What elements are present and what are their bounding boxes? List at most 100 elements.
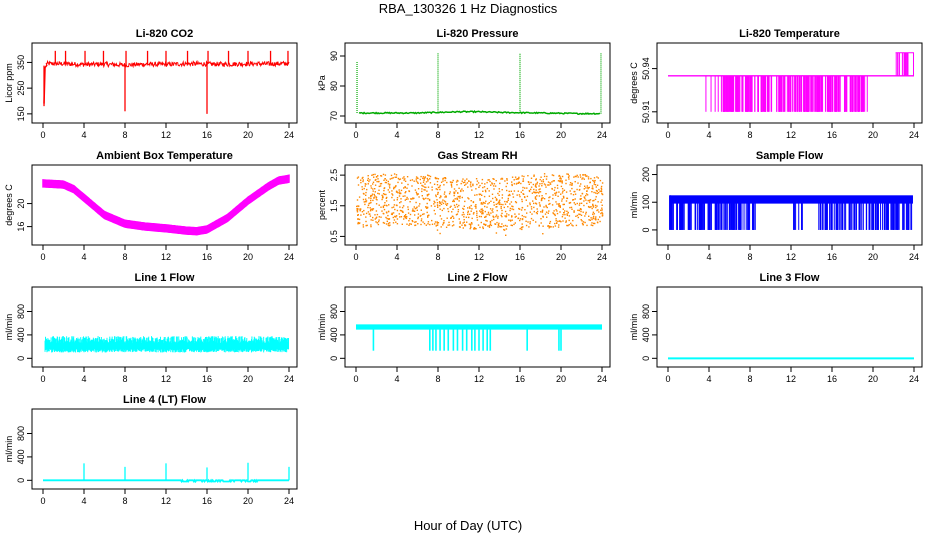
rh-point <box>594 179 596 182</box>
y-tick-label: 50.91 <box>641 101 651 124</box>
rh-point <box>385 204 387 207</box>
rh-point <box>473 212 475 214</box>
rh-point <box>364 183 366 185</box>
rh-point <box>434 213 436 215</box>
rh-point <box>436 204 439 206</box>
rh-point <box>575 175 577 178</box>
rh-point <box>415 201 417 204</box>
rh-point <box>592 200 594 202</box>
rh-point <box>475 188 477 190</box>
rh-point <box>427 174 429 176</box>
rh-point <box>483 186 486 188</box>
rh-point <box>364 185 366 187</box>
rh-point <box>498 203 501 206</box>
rh-point <box>487 225 489 227</box>
rh-point <box>506 201 508 203</box>
rh-point <box>450 183 453 185</box>
y-tick-label: 16 <box>16 222 26 232</box>
rh-point <box>461 224 463 226</box>
rh-point <box>476 194 478 196</box>
rh-point <box>374 214 376 216</box>
rh-point <box>414 189 417 191</box>
rh-point <box>415 180 418 182</box>
rh-point <box>369 210 372 212</box>
rh-point <box>540 222 542 224</box>
rh-point <box>588 199 591 202</box>
data-series <box>356 173 604 236</box>
rh-point <box>372 219 374 221</box>
rh-point <box>388 185 391 187</box>
rh-point <box>439 184 441 187</box>
rh-point <box>540 176 542 178</box>
rh-point <box>482 226 484 228</box>
rh-point <box>488 190 490 192</box>
rh-point <box>466 221 468 223</box>
x-tick-label: 20 <box>556 252 566 262</box>
rh-point <box>534 191 536 194</box>
rh-point <box>596 190 598 192</box>
rh-point <box>375 176 378 178</box>
rh-point <box>549 220 552 223</box>
rh-point <box>549 202 551 205</box>
rh-point <box>561 188 564 190</box>
rh-point <box>556 210 558 212</box>
rh-point <box>379 185 382 187</box>
rh-point <box>408 220 410 222</box>
rh-point <box>437 222 440 224</box>
y-axis-label: ml/min <box>4 314 14 341</box>
rh-point <box>565 200 568 202</box>
rh-point <box>541 197 543 200</box>
rh-point <box>490 200 492 202</box>
rh-point <box>533 210 535 213</box>
rh-point <box>580 195 582 197</box>
rh-point <box>392 177 394 179</box>
rh-point <box>530 206 533 208</box>
x-tick-label: 24 <box>597 130 607 140</box>
rh-point <box>571 208 573 210</box>
rh-point <box>467 197 469 199</box>
rh-point <box>439 204 441 207</box>
rh-point <box>580 210 582 213</box>
rh-point <box>564 213 566 216</box>
rh-point <box>357 223 359 225</box>
rh-point <box>397 181 399 184</box>
rh-point <box>365 200 367 202</box>
rh-point <box>456 197 458 199</box>
rh-point <box>380 175 383 177</box>
rh-point <box>515 201 518 204</box>
rh-point <box>423 186 426 188</box>
rh-point <box>446 181 448 184</box>
rh-point <box>561 200 563 202</box>
series-line <box>45 59 290 69</box>
rh-point <box>562 214 564 216</box>
rh-point <box>489 220 492 223</box>
rh-point <box>453 194 455 197</box>
rh-point <box>488 214 491 216</box>
rh-point <box>546 175 548 178</box>
rh-point <box>410 223 412 225</box>
rh-point <box>408 190 411 193</box>
rh-point <box>362 224 364 226</box>
rh-point <box>464 179 466 182</box>
rh-point <box>531 192 534 194</box>
panel-1: Li-820 CO2 Licor ppm 0 4 8 12 16 20 24 150 250 350 <box>4 28 298 140</box>
x-tick-label: 8 <box>122 374 127 384</box>
y-axis-label: kPa <box>317 75 327 91</box>
rh-point <box>509 194 511 197</box>
rh-point <box>464 225 466 227</box>
rh-point <box>540 218 542 220</box>
rh-point <box>404 195 406 197</box>
rh-point <box>471 189 473 191</box>
plot-frame <box>656 286 923 368</box>
rh-point <box>495 206 497 208</box>
rh-point <box>489 180 491 183</box>
rh-point <box>539 204 541 206</box>
rh-point <box>411 185 413 187</box>
rh-point <box>536 181 539 184</box>
rh-point <box>545 186 547 188</box>
rh-point <box>498 222 500 225</box>
rh-point <box>444 201 447 203</box>
rh-point <box>580 202 583 204</box>
rh-point <box>500 214 502 217</box>
rh-point <box>535 189 537 191</box>
